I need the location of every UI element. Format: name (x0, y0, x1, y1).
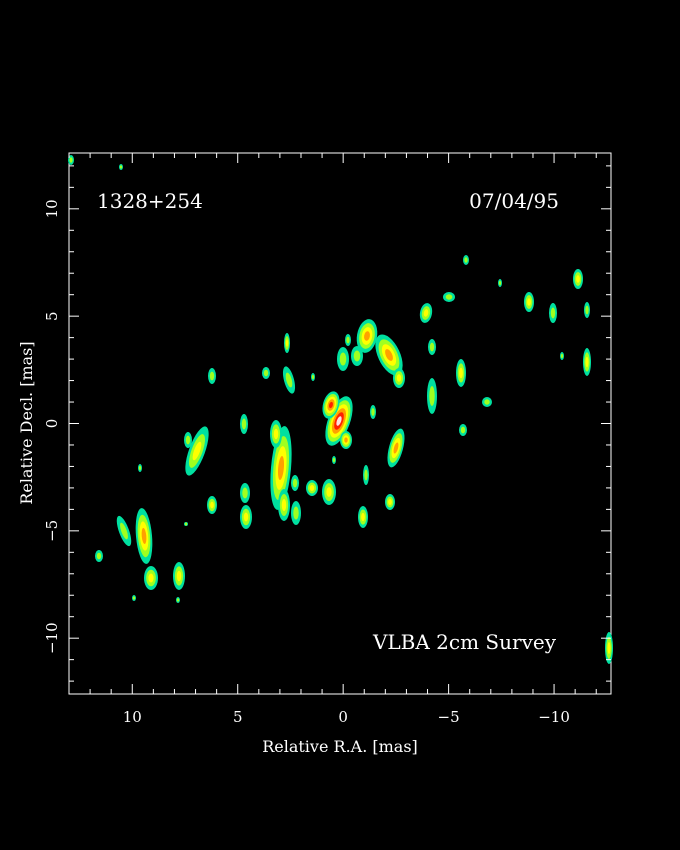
emission-component (524, 292, 534, 312)
x-tick-labels: 10 5 0 −5 −10 (123, 708, 570, 726)
y-tick-label: 0 (43, 419, 61, 429)
emission-component (270, 426, 292, 510)
y-tick-label: −10 (43, 622, 61, 654)
emission-component (240, 483, 250, 503)
emission-component (584, 302, 590, 318)
epoch-date: 07/04/95 (469, 189, 559, 213)
x-tick-label: −10 (538, 708, 570, 726)
emission-component (370, 405, 376, 419)
emission-component (240, 414, 248, 434)
intensity-map (68, 155, 613, 664)
axis-ticks (68, 153, 611, 694)
emission-component (428, 339, 436, 355)
emission-component (138, 464, 142, 472)
emission-component (419, 303, 433, 323)
emission-component (337, 347, 349, 371)
emission-component (184, 432, 192, 448)
emission-component (345, 334, 351, 346)
emission-component (116, 515, 132, 547)
emission-component (387, 428, 405, 468)
emission-component (144, 566, 158, 590)
emission-component (482, 397, 492, 407)
emission-component (207, 496, 217, 514)
emission-component (262, 367, 270, 379)
emission-component (332, 456, 336, 464)
emission-component (322, 479, 336, 505)
emission-component (173, 562, 185, 590)
emission-component (176, 597, 180, 603)
emission-component (385, 494, 395, 510)
emission-component (208, 368, 216, 384)
x-tick-label: 0 (338, 708, 348, 726)
x-tick-label: −5 (438, 708, 460, 726)
emission-component (456, 359, 466, 387)
emission-component (393, 368, 405, 388)
x-tick-label: 10 (123, 708, 142, 726)
emission-component (119, 164, 123, 170)
emission-component (340, 431, 352, 449)
emission-component (278, 489, 290, 521)
emission-component (291, 475, 299, 491)
survey-label: VLBA 2cm Survey (372, 630, 557, 654)
x-axis-label: Relative R.A. [mas] (262, 737, 418, 756)
emission-component (322, 391, 340, 419)
y-axis-label: Relative Decl. [mas] (17, 341, 36, 504)
x-tick-label: 5 (233, 708, 243, 726)
emission-component (363, 465, 369, 485)
emission-component (560, 352, 564, 360)
emission-component (573, 269, 583, 289)
emission-component (463, 255, 469, 265)
y-tick-label: −5 (43, 520, 61, 542)
y-tick-labels: 10 5 0 −5 −10 (43, 199, 61, 654)
emission-component (135, 508, 153, 564)
emission-component (284, 333, 290, 353)
emission-component (375, 334, 403, 376)
emission-component (356, 319, 378, 353)
emission-component (351, 346, 363, 366)
emission-component (240, 505, 252, 529)
emission-component (184, 522, 188, 526)
emission-component (282, 366, 296, 394)
emission-component (270, 420, 282, 448)
emission-component (605, 632, 613, 664)
emission-component (306, 480, 318, 496)
emission-component (459, 424, 467, 436)
emission-component (325, 396, 353, 446)
emission-component (549, 303, 557, 323)
emission-component (443, 292, 455, 302)
source-name: 1328+254 (97, 189, 203, 213)
emission-component (583, 348, 591, 376)
emission-component (358, 506, 368, 528)
y-tick-label: 5 (43, 311, 61, 321)
emission-component (185, 426, 209, 476)
emission-component (427, 378, 437, 414)
emission-component (498, 279, 502, 287)
y-tick-label: 10 (43, 199, 61, 218)
emission-component (95, 550, 103, 562)
emission-component (291, 501, 301, 525)
emission-component (311, 373, 315, 381)
emission-component (132, 595, 136, 601)
